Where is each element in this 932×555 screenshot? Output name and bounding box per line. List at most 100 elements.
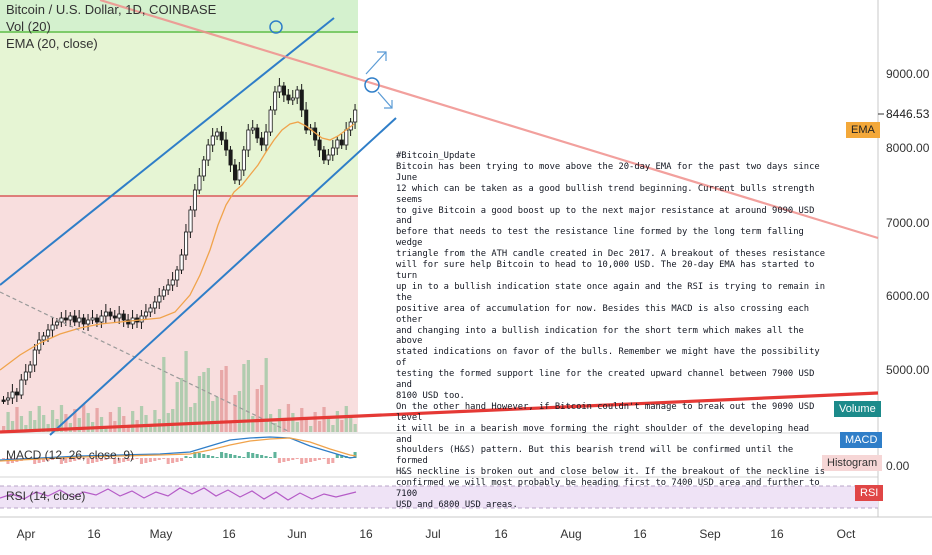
volume-bar [131, 411, 135, 432]
macd-histogram-bar [197, 453, 201, 458]
candle-body [1, 399, 6, 402]
candle-body [46, 329, 51, 337]
volume-bar [104, 426, 108, 432]
macd-histogram-bar [282, 458, 286, 462]
price-tick-9000: 9000.00 [886, 67, 930, 81]
volume-bar [335, 411, 339, 432]
volume-bar [148, 424, 153, 432]
volume-bar [317, 421, 322, 432]
candle-body [41, 335, 46, 341]
volume-bar [95, 408, 99, 432]
macd-histogram-bar [77, 458, 81, 460]
macd-indicator-label[interactable]: MACD (12, 26, close, 9) [6, 448, 135, 462]
macd-histogram-bar [148, 458, 152, 462]
macd-histogram-bar [317, 458, 321, 460]
candle-body [353, 109, 358, 123]
time-tick-jul16: 16 [494, 527, 508, 541]
candle-body [335, 139, 340, 149]
macd-histogram-bar [264, 456, 268, 458]
macd-histogram-bar [188, 457, 192, 458]
volume-bar [24, 425, 28, 432]
macd-histogram-bar [171, 458, 175, 463]
volume-bar [215, 397, 219, 432]
volume-bar [64, 414, 68, 432]
macd-histogram-bar [113, 458, 117, 464]
volume-bar [242, 364, 246, 432]
macd-histogram-bar [202, 454, 206, 458]
time-tick-apr16: 16 [87, 527, 101, 541]
macd-histogram-bar [86, 458, 90, 464]
macd-histogram-bar [220, 452, 224, 458]
time-tick-oct: Oct [837, 527, 856, 541]
candle-body [264, 131, 269, 146]
volume-bar [33, 420, 37, 432]
macd-histogram-bar [228, 454, 232, 458]
macd-histogram-bar [331, 458, 335, 463]
channel-upper-line [0, 17, 335, 286]
candle-body [6, 397, 11, 401]
rsi-band [0, 486, 878, 508]
volume-bar [326, 416, 331, 432]
macd-histogram-bar [251, 453, 255, 458]
macd-histogram-bar [300, 458, 304, 464]
volume-bar [184, 351, 188, 432]
volume-bar [86, 413, 90, 432]
macd-histogram-bar [59, 458, 63, 464]
volume-indicator-label[interactable]: Vol (20) [6, 19, 51, 34]
volume-bar [10, 421, 15, 432]
volume-bar [291, 413, 295, 432]
volume-bar [144, 415, 148, 432]
macd-histogram-bar [91, 458, 95, 463]
candle-body [224, 139, 229, 151]
falling-wedge-resistance [99, 0, 879, 240]
price-tick-8000: 8000.00 [886, 141, 930, 155]
macd-histogram-bar [233, 455, 237, 458]
ema-indicator-label[interactable]: EMA (20, close) [6, 36, 98, 51]
candle-body [68, 315, 73, 321]
macd-histogram-bar [255, 454, 259, 458]
time-tick-may: May [150, 527, 173, 541]
price-tick-6000: 6000.00 [886, 289, 930, 303]
rsi-indicator-label[interactable]: RSI (14, close) [6, 489, 86, 503]
macd-histogram-bar [193, 452, 197, 458]
macd-histogram-bar [126, 458, 130, 461]
macd-histogram-bar [95, 458, 99, 462]
volume-bar [322, 407, 326, 432]
histogram-value-label: 0.00 [886, 459, 910, 473]
macd-histogram-bar [269, 457, 273, 458]
volume-bar [46, 424, 50, 432]
macd-histogram-bar [153, 458, 157, 461]
histogram-badge: Histogram [822, 455, 883, 471]
volume-bar [211, 401, 215, 432]
bearish-zone [0, 196, 358, 432]
volume-bar [6, 412, 10, 432]
candle-body [90, 317, 95, 321]
candle-body [19, 379, 24, 396]
macd-histogram-bar [326, 458, 330, 464]
volume-bar [233, 395, 237, 432]
volume-bar [295, 422, 299, 432]
volume-bar [237, 391, 242, 432]
candle-body [286, 94, 291, 101]
volume-bar [228, 422, 233, 432]
macd-histogram-bar [273, 452, 277, 458]
volume-badge: Volume [834, 401, 881, 417]
time-tick-sep16: 16 [770, 527, 784, 541]
macd-histogram-bar [68, 458, 72, 462]
time-tick-sep: Sep [699, 527, 721, 541]
candle-body [23, 371, 28, 381]
rsi-line [0, 487, 357, 501]
candle-body [121, 313, 126, 321]
volume-bar [246, 360, 250, 432]
volume-bar [255, 389, 259, 432]
macd-histogram-bar [206, 455, 210, 458]
candle-body [281, 85, 287, 96]
volume-bar [188, 407, 193, 432]
volume-bar [77, 418, 81, 432]
macd-histogram-bar [139, 458, 143, 464]
macd-histogram-bar [242, 457, 246, 458]
candle-body [170, 279, 175, 286]
volume-bar [162, 357, 166, 432]
